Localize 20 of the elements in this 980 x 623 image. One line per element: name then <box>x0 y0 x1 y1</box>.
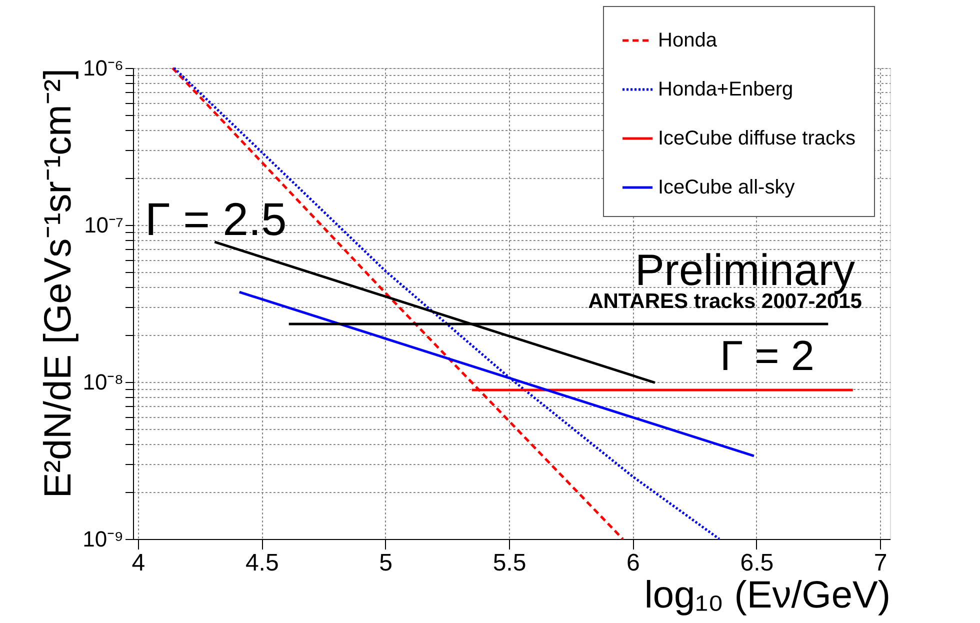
x-tick-label: 7 <box>874 550 888 576</box>
y-tick-label: 10⁻⁶ <box>82 56 124 80</box>
x-tick-label: 5.5 <box>492 550 526 576</box>
y-axis-title: E²dN/dE [GeVs⁻¹sr⁻¹cm⁻²] <box>38 68 80 498</box>
legend-label: Honda+Enberg <box>658 78 794 100</box>
y-tick-label: 10⁻⁸ <box>82 370 124 394</box>
x-axis-title: log₁₀ (Eν/GeV) <box>644 574 890 616</box>
x-tick-label: 4.5 <box>245 550 279 576</box>
x-tick-label: 6.5 <box>740 550 774 576</box>
x-tick-label: 5 <box>379 550 393 576</box>
legend-label: IceCube diffuse tracks <box>658 128 856 150</box>
annotation: Preliminary <box>634 246 855 295</box>
annotation: Γ = 2.5 <box>145 193 287 245</box>
x-tick-label: 4 <box>132 550 146 576</box>
legend-label: Honda <box>658 30 718 52</box>
legend-label: IceCube all-sky <box>658 176 795 198</box>
x-tick-label: 6 <box>626 550 640 576</box>
annotation: Γ = 2 <box>720 332 814 379</box>
y-tick-label: 10⁻⁷ <box>84 212 124 238</box>
y-tick-label: 10⁻⁹ <box>82 526 124 552</box>
